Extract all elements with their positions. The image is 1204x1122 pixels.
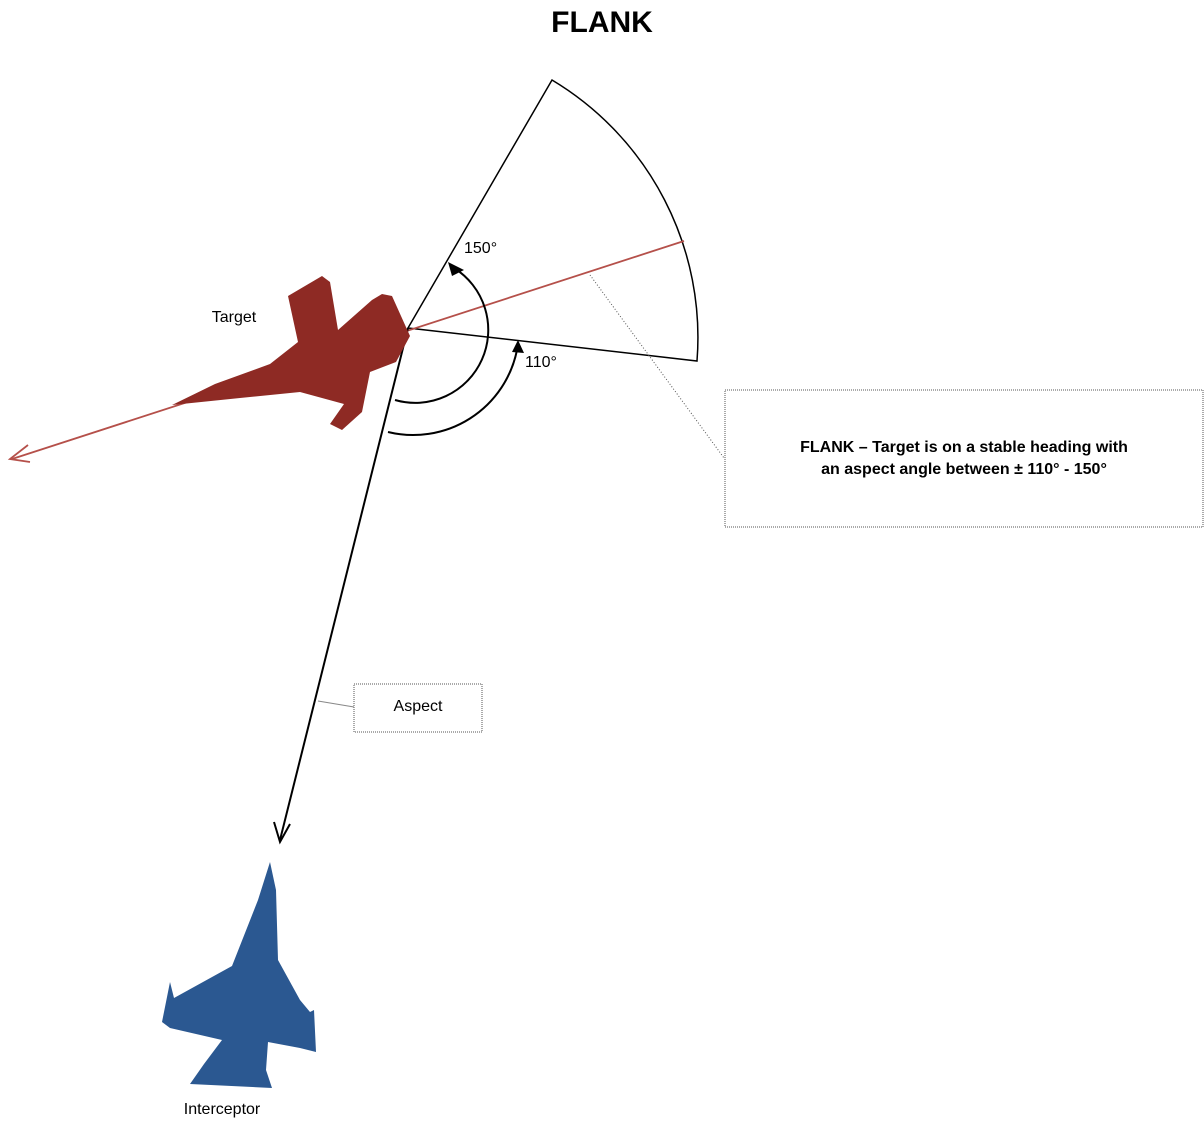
interceptor-aircraft xyxy=(162,862,316,1088)
callout-text: an aspect angle between ± 110° - 150° xyxy=(821,461,1107,478)
angle-label: 110° xyxy=(525,354,557,371)
diagram: FLANK 150° 110° Target Interceptor Aspec… xyxy=(0,0,1204,1122)
arc-arrowhead xyxy=(512,340,524,353)
callout-box xyxy=(725,390,1203,527)
title: FLANK xyxy=(551,6,653,39)
target-label: Target xyxy=(212,309,257,326)
target-aircraft xyxy=(172,276,410,430)
aspect-sector xyxy=(408,80,698,361)
interceptor-label: Interceptor xyxy=(184,1101,261,1118)
callout-leader xyxy=(590,275,724,458)
callout-leader xyxy=(318,701,354,707)
aspect-label: Aspect xyxy=(394,698,443,715)
angle-label: 150° xyxy=(464,240,497,257)
callout-text: FLANK – Target is on a stable heading wi… xyxy=(800,439,1128,456)
